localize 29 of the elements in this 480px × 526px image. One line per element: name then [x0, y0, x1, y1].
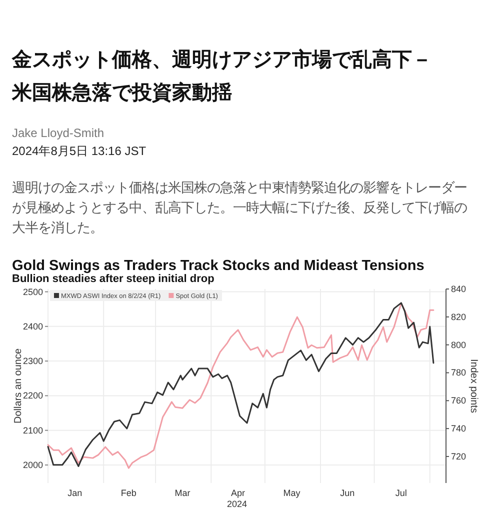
- y-tick-label: 2400: [22, 321, 43, 332]
- y-tick-label: 2300: [22, 356, 43, 366]
- x-tick-label: Jul: [395, 488, 407, 498]
- y2-axis-title: Index points: [468, 359, 479, 413]
- x-tick-label: Jan: [68, 488, 82, 498]
- chart-subtitle: Bullion steadies after steep initial drop: [12, 273, 215, 285]
- y2-tick-label: 740: [451, 424, 466, 434]
- y-tick-label: 2000: [22, 460, 43, 470]
- chart-title: Gold Swings as Traders Track Stocks and Mideast Tensions: [12, 258, 424, 274]
- x-tick-label: Feb: [120, 488, 136, 498]
- y-axis-title: Dollars an ounce: [13, 348, 24, 424]
- y2-tick-label: 800: [451, 340, 466, 350]
- x-tick-label: Jun: [340, 488, 355, 498]
- y2-tick-label: 840: [451, 284, 466, 294]
- y2-tick-label: 720: [451, 451, 466, 462]
- x-tick-label: Apr: [231, 488, 246, 498]
- y2-tick-label: 820: [451, 312, 466, 322]
- x-axis-title: 2024: [226, 499, 248, 509]
- x-tick-label: Mar: [174, 488, 190, 498]
- text: Jake Lloyd-Smith: [12, 125, 106, 141]
- text: 2024年8月5日 13:16 JST: [12, 143, 148, 159]
- text: 金スポット価格、週明けアジア市場で乱高下－米国株急落で投資家動揺: [12, 48, 433, 106]
- y-tick-label: 2100: [22, 425, 43, 436]
- text: 週明けの金スポット価格は米国株の急落と中東情勢緊迫化の影響をトレーダーが見極めようとする中、乱高下した。一時大幅に下げた後、反発して下げ幅の大半を消した。: [12, 179, 468, 237]
- y2-tick-label: 780: [451, 368, 466, 378]
- y-tick-label: 2500: [22, 286, 43, 297]
- y-tick-label: 2200: [22, 390, 43, 401]
- x-tick-label: May: [283, 488, 301, 498]
- y2-tick-label: 760: [451, 396, 466, 406]
